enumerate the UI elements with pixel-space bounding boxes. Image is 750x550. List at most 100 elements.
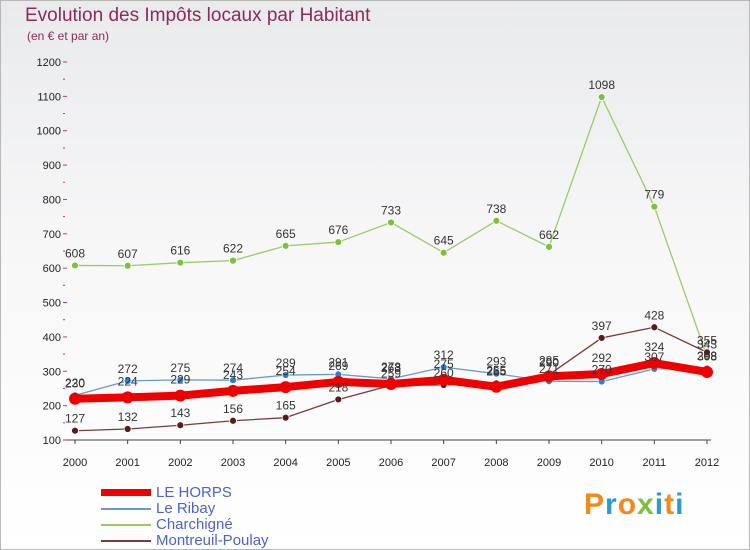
data-label: 272 [118, 362, 138, 376]
data-label: 290 [539, 356, 559, 370]
data-point [123, 376, 132, 385]
chart-title: Evolution des Impôts locaux par Habitant [25, 5, 371, 26]
data-label: 298 [697, 349, 717, 363]
legend-label-charchigne: Charchigné [156, 516, 233, 533]
legend-swatch-le-ribay [101, 508, 151, 510]
logo-letter: P [584, 488, 606, 521]
data-label: 274 [223, 361, 243, 375]
data-label: 285 [539, 353, 559, 367]
data-point [492, 369, 501, 378]
x-tick-label: 2011 [643, 457, 667, 469]
data-point [281, 241, 290, 250]
data-label: 289 [276, 356, 296, 370]
data-point [281, 413, 290, 422]
legend-swatch-le-horps [101, 489, 151, 496]
data-label: 230 [65, 376, 85, 390]
x-tick-label: 2009 [537, 457, 561, 469]
x-tick-label: 2003 [221, 457, 245, 469]
data-point [595, 368, 608, 381]
data-label: 343 [697, 337, 717, 351]
data-point [334, 395, 343, 404]
logo-letter: t [664, 488, 676, 521]
data-point [543, 370, 555, 383]
data-label: 156 [223, 402, 243, 416]
data-label: 255 [486, 364, 506, 378]
y-tick-label: 1100 [37, 91, 61, 103]
y-tick-label: 500 [43, 298, 61, 310]
data-point [279, 381, 292, 394]
x-tick-label: 2005 [326, 457, 350, 469]
data-label: 607 [118, 247, 138, 261]
data-point [227, 384, 239, 397]
proxiti-logo: Proxiti [584, 488, 684, 522]
y-tick-label: 800 [43, 194, 61, 206]
data-label: 397 [592, 319, 612, 333]
data-point [439, 363, 448, 372]
data-label: 1098 [588, 78, 615, 92]
data-label: 662 [539, 228, 559, 242]
y-tick-label: 1200 [37, 57, 61, 69]
data-point [176, 375, 185, 384]
data-label: 127 [65, 412, 85, 426]
data-label: 220 [65, 376, 85, 390]
data-point [437, 373, 450, 386]
series-line-charchign- [74, 96, 708, 358]
data-label: 271 [539, 362, 559, 376]
data-label: 263 [381, 361, 401, 375]
data-label: 132 [118, 410, 138, 424]
y-tick-label: 600 [43, 263, 61, 275]
data-label: 218 [328, 380, 348, 394]
logo-letter: r [605, 488, 618, 521]
data-label: 259 [381, 366, 401, 380]
data-label: 291 [328, 355, 348, 369]
y-tick-label: 200 [43, 401, 61, 413]
data-point [701, 365, 713, 378]
legend-label-le-horps: LE HORPS [156, 484, 232, 501]
x-tick-label: 2010 [589, 457, 613, 469]
data-point [648, 357, 661, 370]
data-point [650, 323, 659, 332]
data-label: 278 [381, 360, 401, 374]
x-tick-label: 2001 [115, 457, 139, 469]
y-tick-label: 400 [43, 332, 61, 344]
data-label: 165 [276, 399, 296, 413]
x-tick-label: 2000 [63, 457, 87, 469]
x-tick-label: 2002 [168, 457, 192, 469]
data-label: 143 [170, 406, 190, 420]
logo-letter: i [654, 488, 665, 521]
data-label: 355 [697, 333, 717, 347]
data-label: 733 [381, 203, 401, 217]
data-label: 265 [486, 364, 506, 378]
data-label: 665 [276, 227, 296, 241]
y-tick-label: 700 [43, 229, 61, 241]
data-label: 243 [223, 368, 243, 382]
logo-letter: x [637, 488, 655, 521]
data-label: 269 [328, 359, 348, 373]
data-point [387, 218, 395, 227]
data-label: 275 [434, 357, 454, 371]
data-label: 622 [223, 242, 243, 256]
data-label: 676 [328, 223, 348, 237]
legend-swatch-montreuil-poulay [101, 540, 151, 542]
data-point [176, 258, 185, 267]
data-label: 428 [644, 308, 664, 322]
data-point [650, 202, 659, 211]
data-label: 270 [592, 363, 612, 377]
data-label: 224 [118, 374, 138, 388]
data-label: 324 [644, 340, 664, 354]
data-label: 308 [697, 350, 717, 364]
data-point [123, 425, 132, 433]
y-tick-label: 100 [43, 435, 61, 447]
data-point [597, 93, 606, 101]
logo-letter: o [617, 488, 638, 521]
legend-swatch-charchigne [101, 524, 151, 526]
data-label: 307 [644, 350, 664, 364]
data-label: 312 [434, 348, 454, 362]
x-tick-label: 2004 [273, 457, 297, 469]
data-label: 260 [434, 366, 454, 380]
y-tick-label: 900 [43, 160, 61, 172]
data-point [121, 391, 134, 404]
data-point [123, 261, 132, 270]
